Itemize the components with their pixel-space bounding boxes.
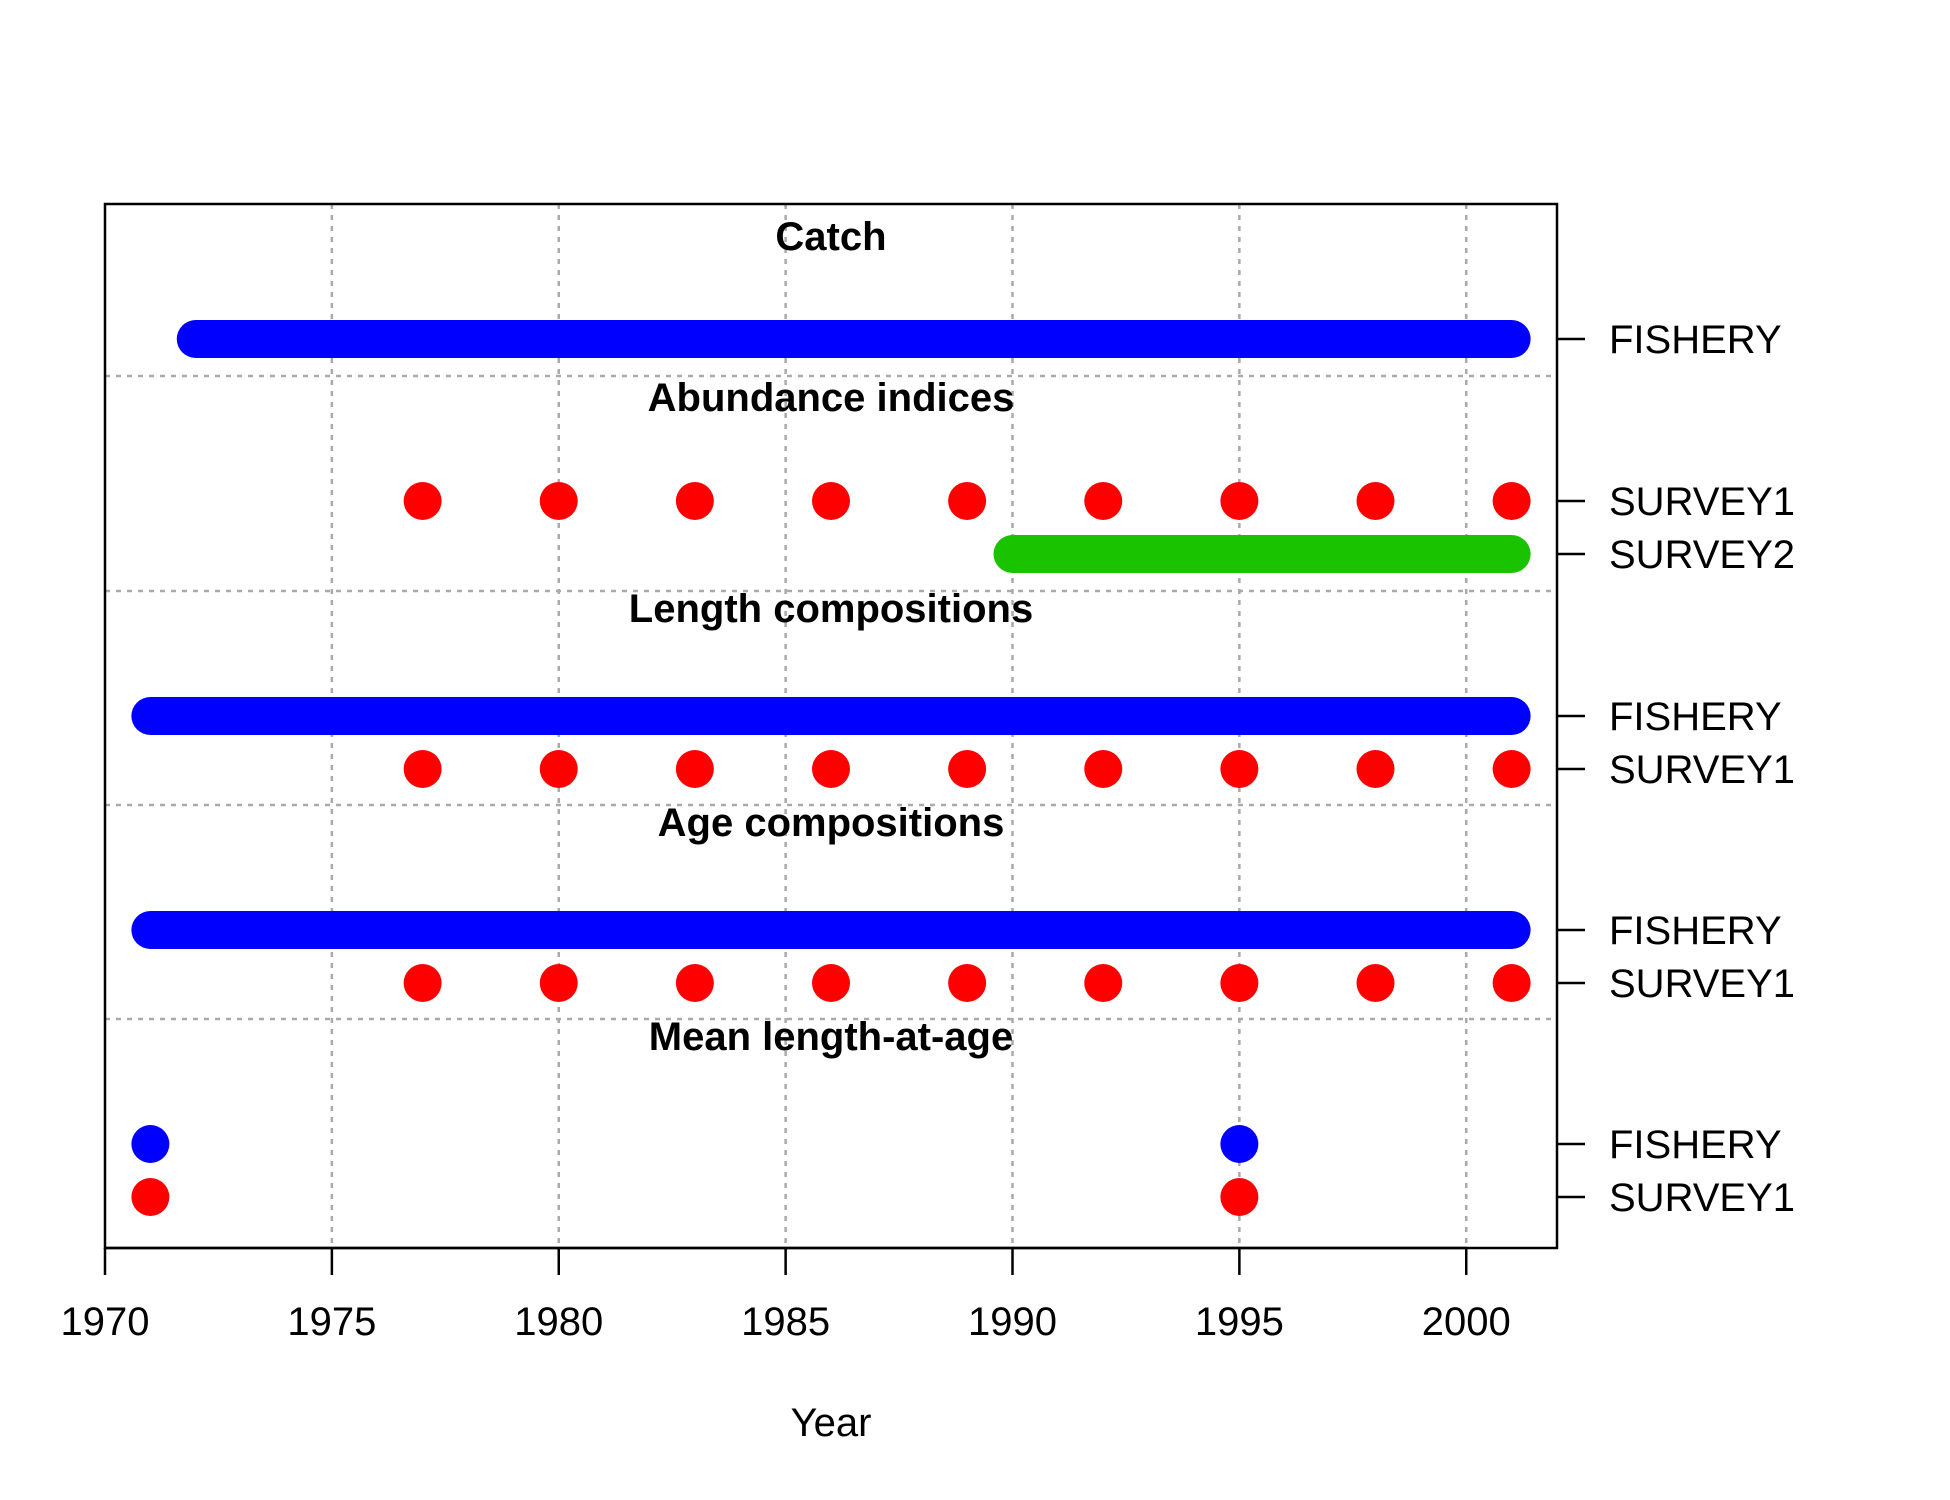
point-survey1-1998 [1356,750,1395,788]
x-axis-title: Year [791,1401,872,1445]
section-title: Length compositions [629,587,1033,631]
point-survey1-1995 [1220,750,1259,788]
row-label-survey1: SURVEY1 [1609,1176,1795,1220]
point-survey1-2001 [1492,482,1531,520]
x-axis: 1970 1975 1980 1985 1990 1995 2000 [61,1246,1511,1344]
point-fishery-1995 [1220,1125,1259,1163]
point-survey1-1989 [948,964,987,1002]
row-label-survey1: SURVEY1 [1609,748,1795,792]
row-label-fishery: FISHERY [1609,1123,1782,1167]
x-tick-label-1975: 1975 [287,1300,376,1344]
point-survey1-1986 [812,482,850,520]
section-title: Mean length-at-age [649,1015,1013,1059]
point-survey1-2001 [1492,750,1531,788]
x-tick-label-1970: 1970 [61,1300,150,1344]
section-titles: Catch Abundance indices Length composition… [629,215,1033,1059]
point-survey1-1995 [1220,964,1259,1002]
section-title: Catch [775,215,886,259]
point-survey1-1992 [1084,750,1123,788]
row-label-fishery: FISHERY [1609,909,1782,953]
x-tick-label-2000: 2000 [1422,1300,1511,1344]
point-survey1-1995 [1220,1178,1259,1216]
point-survey1-1971 [131,1178,170,1216]
point-survey1-1977 [403,482,442,520]
point-survey1-2001 [1492,964,1531,1002]
section-title: Abundance indices [648,376,1015,420]
point-survey1-1998 [1356,482,1395,520]
x-tick-label-1995: 1995 [1195,1300,1284,1344]
x-tick-label-1980: 1980 [514,1300,603,1344]
right-axis: FISHERY SURVEY1 SURVEY2 FISHERY SURVEY1 FISHE… [1557,318,1795,1220]
point-survey1-1992 [1084,482,1123,520]
point-survey1-1980 [539,964,578,1002]
row-label-survey2: SURVEY2 [1609,533,1795,577]
point-survey1-1980 [539,750,578,788]
section-separators [105,374,1557,1021]
row-label-survey1: SURVEY1 [1609,480,1795,524]
section-title: Age compositions [658,801,1005,845]
point-survey1-1998 [1356,964,1395,1002]
point-survey1-1995 [1220,482,1259,520]
point-survey1-1983 [675,482,714,520]
point-survey1-1983 [675,964,714,1002]
x-tick-label-1985: 1985 [741,1300,830,1344]
point-survey1-1989 [948,482,987,520]
row-label-fishery: FISHERY [1609,695,1782,739]
point-survey1-1980 [539,482,578,520]
point-survey1-1977 [403,964,442,1002]
row-label-fishery: FISHERY [1609,318,1782,362]
data-marks [131,320,1531,1216]
point-survey1-1977 [403,750,442,788]
point-survey1-1986 [812,964,850,1002]
point-survey1-1989 [948,750,987,788]
point-survey1-1992 [1084,964,1123,1002]
point-fishery-1971 [131,1125,170,1163]
x-tick-label-1990: 1990 [968,1300,1057,1344]
point-survey1-1983 [675,750,714,788]
point-survey1-1986 [812,750,850,788]
row-label-survey1: SURVEY1 [1609,962,1795,1006]
